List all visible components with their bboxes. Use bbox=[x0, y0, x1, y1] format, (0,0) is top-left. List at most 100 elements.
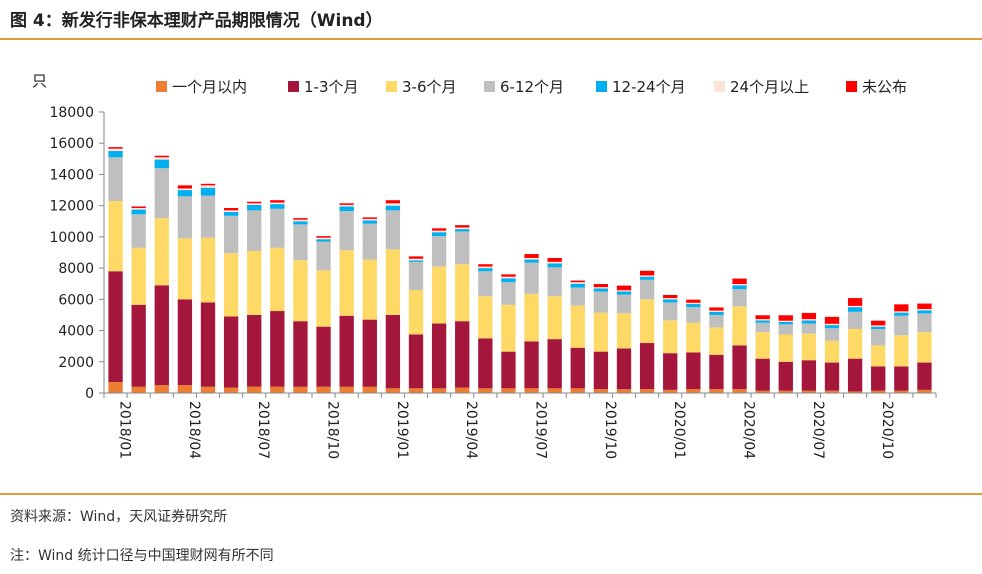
bar-segment bbox=[917, 303, 932, 310]
bar-segment bbox=[570, 388, 585, 393]
bar-segment bbox=[732, 345, 747, 390]
bar-segment bbox=[593, 351, 609, 390]
bar-segment bbox=[570, 305, 585, 348]
bar-segment bbox=[362, 223, 377, 260]
bar-segment bbox=[154, 159, 169, 169]
bar-segment bbox=[501, 274, 516, 277]
bar-segment bbox=[709, 307, 724, 311]
bar-segment bbox=[616, 389, 632, 393]
bar-segment bbox=[501, 304, 516, 352]
bar-segment bbox=[270, 247, 285, 312]
bar-segment bbox=[408, 261, 424, 290]
bar-segment bbox=[431, 266, 447, 324]
bar-segment bbox=[778, 390, 793, 393]
bar-segment bbox=[847, 305, 863, 308]
bar-segment bbox=[200, 302, 216, 387]
bar-segment bbox=[293, 321, 308, 387]
bar-segment bbox=[616, 348, 632, 390]
bar-segment bbox=[478, 264, 493, 267]
bar-segment bbox=[663, 298, 678, 300]
bar-segment bbox=[593, 288, 609, 292]
bar-segment bbox=[223, 253, 239, 317]
legend-label: 6-12个月 bbox=[500, 78, 564, 96]
bar-segment bbox=[871, 366, 886, 391]
bar-segment bbox=[593, 389, 609, 393]
bar-segment bbox=[339, 250, 354, 316]
bar-segment bbox=[270, 311, 285, 387]
y-tick-label: 16000 bbox=[49, 136, 94, 152]
bar-segment bbox=[894, 311, 909, 313]
bar-segment bbox=[755, 332, 770, 359]
bar-segment bbox=[108, 200, 123, 272]
bar-segment bbox=[709, 310, 724, 312]
bar-segment bbox=[108, 382, 123, 393]
bar-segment bbox=[154, 155, 169, 158]
bar-segment bbox=[547, 267, 562, 297]
bar-segment bbox=[385, 314, 401, 389]
bar-segment bbox=[362, 319, 377, 387]
bar-segment bbox=[200, 195, 216, 238]
chart-legend: 一个月以内 1-3个月 3-6个月 6-12个月 12-24个月 24个月以上 未公布 bbox=[156, 78, 907, 96]
bar-segment bbox=[108, 151, 123, 158]
y-tick-label: 2000 bbox=[58, 355, 94, 371]
bar-segment bbox=[270, 202, 285, 205]
bar-segment bbox=[431, 323, 447, 389]
bar-segment bbox=[547, 257, 562, 262]
x-tick-label: 2019/01 bbox=[394, 401, 410, 459]
x-tick-label: 2020/01 bbox=[671, 401, 687, 459]
bar-segment bbox=[408, 258, 424, 261]
bar-segment bbox=[223, 387, 239, 393]
footnote: 注：Wind 统计口径与中国理财网有所不同 bbox=[10, 548, 274, 564]
bar-segment bbox=[154, 385, 169, 393]
legend-label: 1-3个月 bbox=[304, 78, 359, 96]
bar-segment bbox=[247, 314, 262, 387]
bar-segment bbox=[408, 388, 424, 393]
bar-segment bbox=[686, 389, 701, 393]
bar-segment bbox=[455, 321, 470, 388]
x-tick-label: 2019/07 bbox=[533, 401, 549, 459]
legend-label: 12-24个月 bbox=[612, 78, 686, 96]
bar-segment bbox=[917, 389, 932, 393]
bar-segment bbox=[247, 203, 262, 205]
bar-segment bbox=[108, 271, 123, 383]
bar-segment bbox=[108, 157, 123, 201]
bar-segment bbox=[478, 268, 493, 272]
bar-segment bbox=[316, 239, 331, 242]
bar-segment bbox=[108, 147, 123, 149]
bar-segment bbox=[824, 325, 840, 329]
bar-segment bbox=[293, 219, 308, 222]
legend-label: 3-6个月 bbox=[402, 78, 457, 96]
legend-swatch bbox=[714, 81, 725, 92]
bar-segment bbox=[524, 262, 539, 294]
bar-segment bbox=[316, 236, 331, 238]
legend-swatch bbox=[288, 81, 299, 92]
bar-segment bbox=[478, 296, 493, 339]
bar-segment bbox=[570, 347, 585, 389]
bar-segment bbox=[200, 386, 216, 393]
bar-segment bbox=[478, 388, 493, 393]
bar-segment bbox=[293, 260, 308, 322]
bar-segment bbox=[686, 302, 701, 305]
bar-segment bbox=[593, 284, 609, 288]
bar-segment bbox=[639, 276, 655, 280]
bar-segment bbox=[709, 354, 724, 390]
bar-segment bbox=[316, 241, 331, 271]
bar-segment bbox=[200, 185, 216, 188]
bar-segment bbox=[871, 320, 886, 326]
y-axis: 0 2000 4000 6000 8000 10000 12000 14000 16000 180… bbox=[49, 105, 105, 402]
bar-segment bbox=[639, 343, 655, 390]
bar-segment bbox=[270, 200, 285, 203]
legend-swatch bbox=[596, 81, 607, 92]
bar-segment bbox=[362, 218, 377, 221]
bar-segment bbox=[177, 299, 193, 386]
bar-segment bbox=[709, 314, 724, 328]
bar-segment bbox=[709, 311, 724, 315]
bar-segment bbox=[686, 304, 701, 308]
bar-segment bbox=[362, 259, 377, 320]
bar-segment bbox=[177, 238, 193, 300]
y-tick-label: 8000 bbox=[58, 261, 94, 277]
bar-segment bbox=[871, 326, 886, 329]
bar-segment bbox=[293, 221, 308, 225]
bar-segment bbox=[154, 157, 169, 160]
figure-title: 图 4：新发行非保本理财产品期限情况（Wind） bbox=[10, 11, 383, 31]
